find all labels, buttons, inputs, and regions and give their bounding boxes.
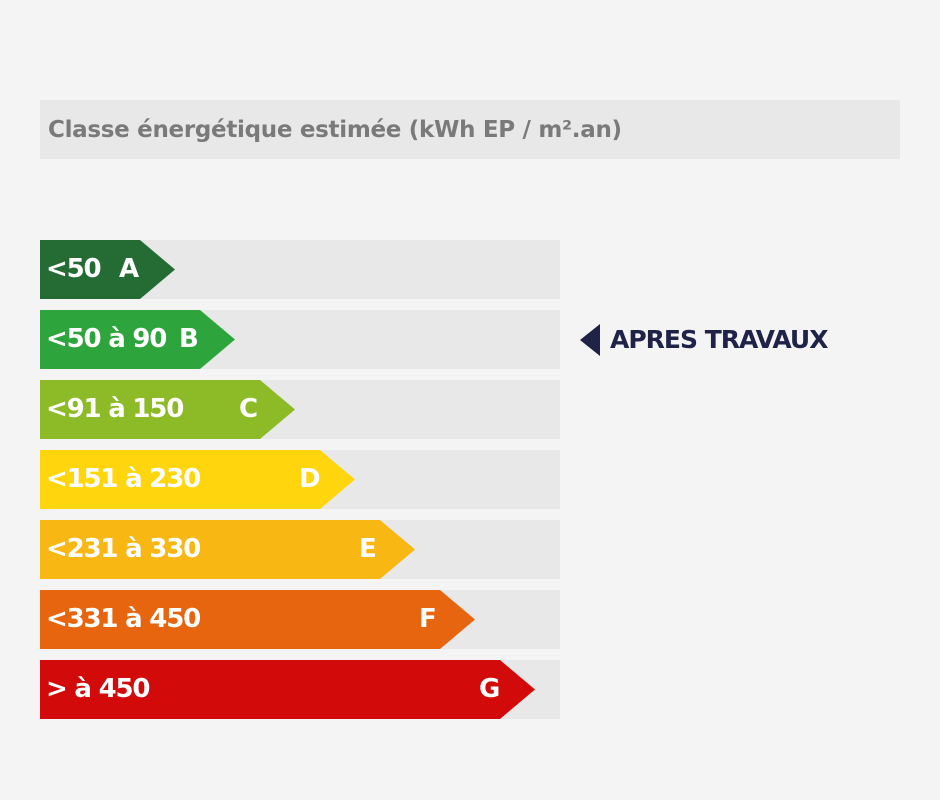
current-class-marker: APRES TRAVAUX [580, 310, 828, 369]
class-range-label: <50 à 90 [46, 324, 167, 354]
class-arrow-shape-f [40, 590, 475, 649]
class-letter-label: B [179, 324, 199, 354]
class-arrow-b: <50 à 90 B [40, 310, 235, 369]
class-row-c: <91 à 150 C [40, 380, 560, 439]
class-arrow-shape-e [40, 520, 415, 579]
energy-class-chart: <50 A <50 à 90 B <91 à 150 C <151 à 230 D <231 à… [40, 240, 560, 720]
class-range-label: <331 à 450 [46, 604, 201, 634]
class-arrow-c: <91 à 150 C [40, 380, 295, 439]
class-row-f: <331 à 450 F [40, 590, 560, 649]
class-row-d: <151 à 230 D [40, 450, 560, 509]
class-row-e: <231 à 330 E [40, 520, 560, 579]
class-letter-label: E [359, 534, 377, 564]
class-range-label: <231 à 330 [46, 534, 201, 564]
class-range-label: <151 à 230 [46, 464, 201, 494]
chart-title: Classe énergétique estimée (kWh EP / m².… [48, 116, 622, 143]
title-bar: Classe énergétique estimée (kWh EP / m².… [40, 100, 900, 159]
class-range-label: <50 [46, 254, 102, 284]
class-arrow-shape-a [40, 240, 175, 299]
class-arrow-shape-g [40, 660, 535, 719]
class-arrow-g: > à 450 G [40, 660, 535, 719]
class-letter-label: G [479, 674, 501, 704]
class-letter-label: A [119, 254, 140, 284]
class-arrow-shape-d [40, 450, 355, 509]
class-arrow-d: <151 à 230 D [40, 450, 355, 509]
class-letter-label: F [419, 604, 437, 634]
class-arrow-shape-c [40, 380, 295, 439]
class-range-label: > à 450 [46, 674, 151, 704]
class-arrow-a: <50 A [40, 240, 175, 299]
marker-label: APRES TRAVAUX [610, 325, 828, 354]
class-arrow-shape-b [40, 310, 235, 369]
marker-arrow-icon [580, 323, 600, 356]
class-arrow-f: <331 à 450 F [40, 590, 475, 649]
class-letter-label: D [299, 464, 321, 494]
class-letter-label: C [239, 394, 259, 424]
class-row-a: <50 A [40, 240, 560, 299]
class-row-b: <50 à 90 B [40, 310, 560, 369]
class-row-g: > à 450 G [40, 660, 560, 719]
class-range-label: <91 à 150 [46, 394, 184, 424]
class-arrow-e: <231 à 330 E [40, 520, 415, 579]
